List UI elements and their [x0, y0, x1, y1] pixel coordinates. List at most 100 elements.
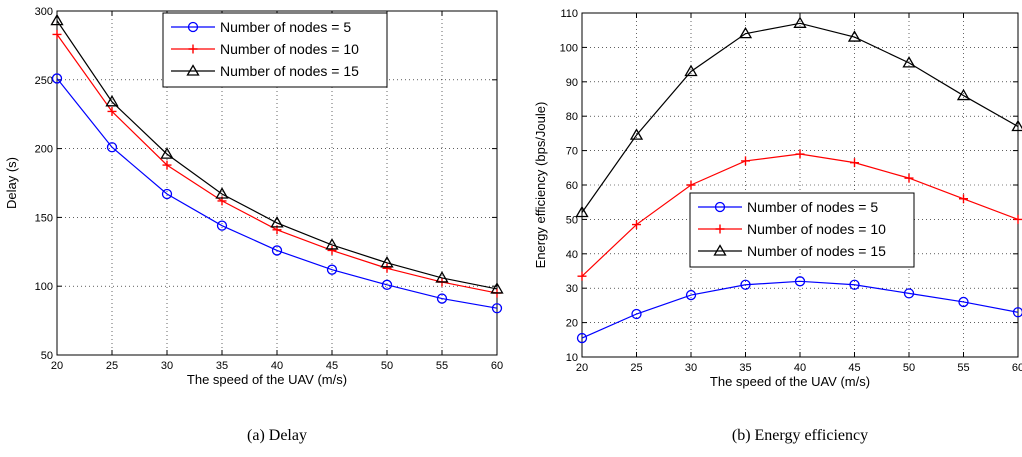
- data-point: [958, 296, 969, 308]
- x-tick-label: 50: [903, 362, 915, 374]
- data-point: [577, 271, 587, 281]
- data-point: [632, 220, 641, 230]
- x-tick-label: 30: [161, 360, 173, 372]
- data-point: [271, 245, 283, 256]
- data-point: [738, 26, 753, 39]
- y-tick-label: 50: [41, 350, 53, 362]
- chart-caption: (a) Delay: [247, 427, 307, 444]
- data-point: [1012, 307, 1022, 318]
- data-point: [629, 128, 644, 140]
- x-tick-label: 55: [436, 360, 448, 372]
- data-point: [847, 30, 862, 42]
- y-tick-label: 150: [35, 212, 53, 224]
- data-point: [740, 279, 751, 290]
- data-point: [904, 173, 914, 183]
- data-point: [160, 147, 174, 159]
- legend-marker: [186, 64, 200, 76]
- x-tick-label: 50: [381, 360, 393, 372]
- x-tick-label: 60: [491, 360, 503, 372]
- y-tick-label: 40: [566, 249, 578, 261]
- series-nodes-10: [577, 149, 1022, 281]
- data-point: [381, 279, 393, 290]
- data-point: [1013, 214, 1022, 224]
- y-tick-label: 70: [566, 146, 578, 158]
- legend-marker: [188, 44, 198, 54]
- data-point: [50, 13, 64, 26]
- series-line: [581, 22, 1019, 213]
- data-point: [270, 216, 284, 228]
- x-tick-label: 35: [739, 362, 751, 374]
- chart-caption: (b) Energy efficiency: [732, 427, 868, 444]
- y-tick-label: 250: [35, 75, 53, 87]
- series-nodes-5: [51, 73, 503, 314]
- data-point: [903, 288, 915, 299]
- data-point: [327, 245, 337, 255]
- data-point: [162, 160, 172, 170]
- legend-label: Number of nodes = 10: [747, 221, 886, 237]
- x-tick-label: 60: [1012, 362, 1022, 374]
- y-tick-label: 50: [566, 214, 578, 226]
- y-tick-label: 100: [560, 42, 578, 54]
- data-point: [161, 188, 173, 200]
- data-point: [215, 187, 229, 199]
- y-tick-label: 200: [35, 144, 53, 156]
- series-nodes-15: [50, 13, 504, 294]
- y-tick-label: 90: [566, 77, 578, 89]
- chart-delay: 20 25 30 35 40 45 50 55 60 50 100 150 200 250 300 The s…: [4, 6, 504, 444]
- data-point: [106, 142, 118, 153]
- data-point: [850, 158, 859, 168]
- x-axis-label: The speed of the UAV (m/s): [710, 374, 870, 389]
- legend-marker: [714, 201, 726, 213]
- x-tick-label: 40: [271, 360, 283, 372]
- data-point: [435, 271, 449, 283]
- data-point: [956, 88, 971, 101]
- series-line: [56, 78, 498, 309]
- x-tick-label: 20: [51, 360, 63, 372]
- y-axis-label: Delay (s): [4, 157, 19, 209]
- data-point: [794, 276, 806, 287]
- data-point: [575, 205, 589, 218]
- data-point: [491, 303, 503, 314]
- x-tick-label: 45: [326, 360, 338, 372]
- legend-box: [162, 12, 388, 88]
- legend-marker: [187, 21, 199, 33]
- legend-marker: [715, 224, 725, 234]
- y-tick-label: 100: [35, 281, 53, 293]
- data-point: [849, 279, 860, 290]
- data-point: [686, 180, 696, 190]
- data-point: [795, 149, 805, 159]
- data-point: [902, 56, 916, 68]
- legend-label: Number of nodes = 15: [220, 63, 359, 79]
- data-point: [576, 332, 588, 344]
- x-tick-label: 30: [685, 362, 697, 374]
- legend: Number of nodes = 5 Number of nodes = 10 N…: [689, 192, 915, 268]
- legend-label: Number of nodes = 5: [220, 19, 351, 35]
- x-axis-label: The speed of the UAV (m/s): [187, 372, 347, 387]
- y-tick-label: 20: [566, 318, 578, 330]
- data-point: [52, 29, 62, 39]
- legend-label: Number of nodes = 5: [747, 199, 878, 215]
- data-point: [380, 256, 394, 268]
- y-tick-label: 110: [560, 8, 578, 20]
- series-nodes-5: [576, 276, 1022, 344]
- x-tick-label: 55: [957, 362, 969, 374]
- data-point: [107, 106, 117, 116]
- data-point: [382, 263, 392, 273]
- y-tick-label: 80: [566, 111, 578, 123]
- x-tick-label: 35: [216, 360, 228, 372]
- x-tick-label: 45: [848, 362, 860, 374]
- series-nodes-15: [575, 16, 1022, 218]
- series-line: [581, 280, 1019, 339]
- x-tick-label: 25: [630, 362, 642, 374]
- legend-box: [689, 192, 915, 268]
- legend: Number of nodes = 5 Number of nodes = 10 N…: [162, 12, 388, 88]
- data-point: [741, 156, 750, 166]
- legend-label: Number of nodes = 15: [747, 243, 886, 259]
- data-point: [684, 64, 698, 77]
- data-point: [793, 16, 807, 28]
- data-point: [326, 264, 338, 275]
- y-tick-label: 60: [566, 180, 578, 192]
- data-point: [105, 95, 119, 107]
- y-axis-label: Energy efficiency (bps/Joule): [533, 102, 548, 269]
